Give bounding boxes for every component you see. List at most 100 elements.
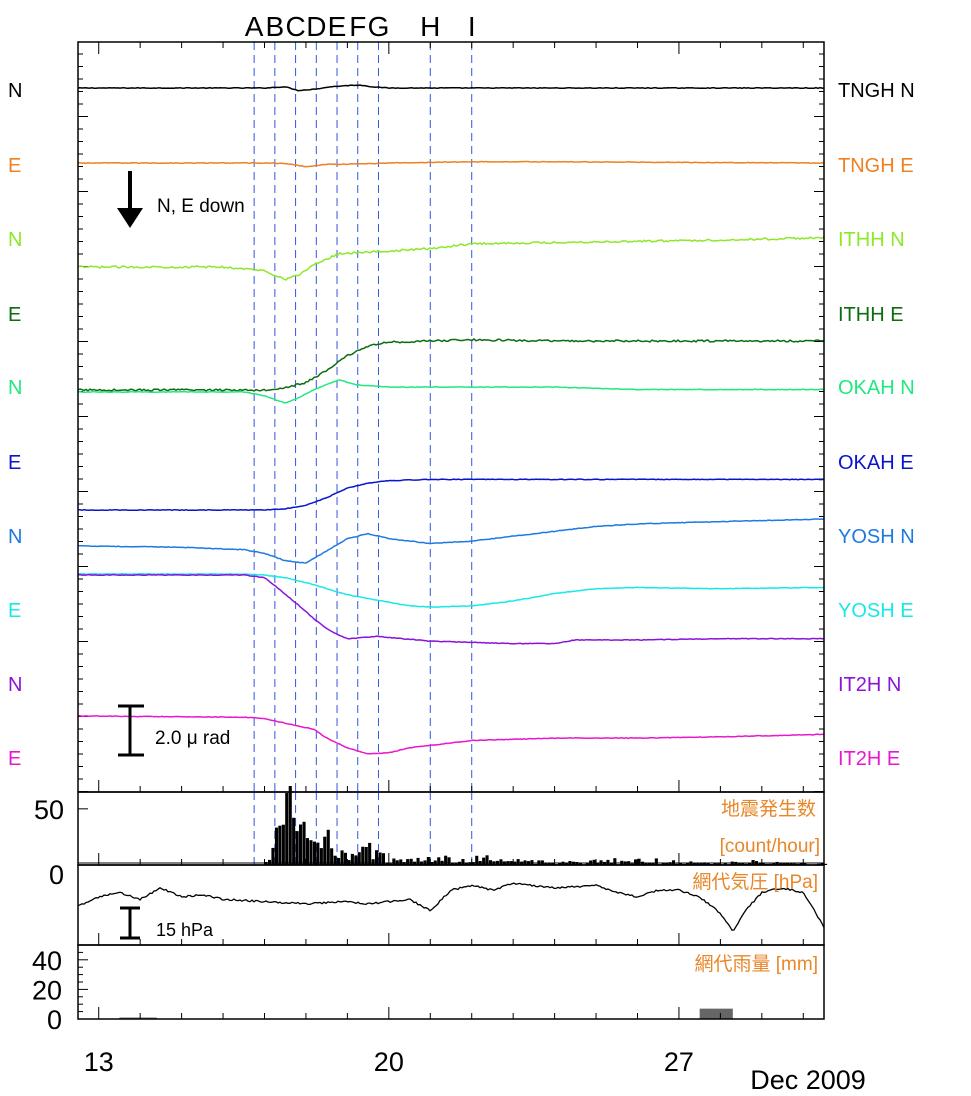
event-label-C: C — [285, 11, 305, 42]
seismicity-bar — [696, 863, 700, 865]
seismicity-bar — [285, 793, 289, 865]
seismicity-bar — [647, 862, 651, 865]
seismicity-bar — [516, 859, 520, 865]
seismicity-bar — [444, 855, 448, 865]
series-line-okah-e — [78, 478, 824, 512]
rain-bars — [119, 1008, 733, 1019]
seismicity-bar — [368, 842, 372, 865]
seismicity-bar — [299, 824, 303, 865]
tilt-panel-ticks — [78, 53, 824, 792]
seismicity-bar — [354, 855, 358, 865]
seismicity-bar — [748, 863, 752, 865]
seismicity-bar — [713, 863, 717, 865]
seismicity-bar — [385, 863, 389, 865]
seismicity-bar — [309, 840, 313, 865]
tilt-event-lines — [253, 42, 473, 792]
series-line-it2h-n — [78, 573, 824, 645]
seismicity-y-tick-label: 50 — [34, 795, 64, 825]
seismicity-bar — [343, 852, 347, 865]
pressure-title: 網代気圧 [hPa] — [692, 871, 818, 893]
seismicity-bar — [782, 863, 786, 865]
series-label-left-it2h-n: N — [8, 674, 22, 696]
seismicity-bar — [454, 862, 458, 865]
seismicity-bar — [565, 863, 569, 865]
pressure-line — [77, 882, 825, 931]
seismicity-bar — [416, 857, 420, 865]
seismicity-bar — [451, 863, 455, 865]
x-tick-label: 20 — [374, 1047, 404, 1077]
tilt-scale-bar — [118, 704, 144, 757]
seismicity-bar — [665, 862, 669, 865]
seismicity-unit: [count/hour] — [720, 836, 820, 857]
seismicity-bar — [758, 862, 762, 865]
seismicity-bar — [685, 863, 689, 865]
seismicity-bar — [292, 817, 296, 865]
seismicity-bar — [305, 838, 309, 865]
seismicity-bar — [274, 827, 278, 865]
rain-panel-frame — [77, 944, 825, 1020]
x-axis: 13 20 27 — [84, 42, 804, 1077]
series-label-okah-e: OKAH E — [838, 452, 914, 474]
seismicity-bar — [371, 859, 375, 865]
rain-y-tick-label: 20 — [32, 975, 62, 1005]
series-line-yosh-n — [78, 518, 824, 564]
seismicity-bar — [578, 863, 582, 865]
series-label-left-tngh-e: E — [8, 155, 21, 177]
tilt-series-labels-right: TNGH N TNGH E ITHH N ITHH E OKAH N OKAH E YOSH… — [838, 80, 915, 770]
seismicity-bar — [268, 859, 272, 865]
x-tick-label: 13 — [84, 1047, 114, 1077]
event-label-F: F — [349, 11, 366, 42]
tilt-scale-label: 2.0 μ rad — [155, 728, 230, 749]
seismicity-bar — [609, 862, 613, 865]
seismicity-bar — [723, 862, 727, 865]
seismicity-bar — [426, 857, 430, 865]
seismicity-bar — [468, 862, 472, 865]
seismicity-bar — [820, 862, 824, 865]
seismicity-bar — [551, 862, 555, 865]
series-label-yosh-e: YOSH E — [838, 600, 914, 622]
seismicity-bar — [786, 863, 790, 865]
series-line-tngh-e — [78, 160, 824, 168]
seismicity-bar — [772, 863, 776, 865]
seismicity-bar — [399, 859, 403, 865]
series-line-yosh-e — [78, 572, 824, 608]
seismicity-bar — [678, 863, 682, 865]
seismicity-bar — [585, 863, 589, 865]
seismicity-bar — [295, 831, 299, 865]
date-label: Dec 2009 — [750, 1065, 866, 1095]
seismicity-bar — [464, 862, 468, 865]
tilt-series-labels-left: N E N E N E N E N E — [8, 80, 22, 770]
seismicity-y-tick-label: 0 — [49, 860, 64, 890]
seismicity-bar — [357, 852, 361, 865]
event-label-G: G — [368, 11, 390, 42]
seismicity-bar — [761, 863, 765, 865]
series-label-ithh-e: ITHH E — [838, 304, 904, 326]
series-label-left-ithh-e: E — [8, 304, 21, 326]
seismicity-bar — [475, 855, 479, 865]
seismicity-bar — [547, 862, 551, 865]
seismicity-bar — [402, 862, 406, 865]
event-label-B: B — [266, 11, 285, 42]
seismicity-bar — [447, 857, 451, 865]
seismicity-bar — [482, 857, 486, 865]
seismicity-bar — [461, 859, 465, 865]
seismicity-bar — [741, 862, 745, 865]
seismicity-bar — [644, 862, 648, 865]
series-label-left-it2h-e: E — [8, 748, 21, 770]
series-label-left-yosh-n: N — [8, 526, 22, 548]
seismicity-bar — [340, 850, 344, 865]
seismicity-bar — [278, 825, 282, 865]
seismicity-bar — [271, 847, 275, 865]
seismicity-bar — [637, 858, 641, 865]
pressure-panel: 網代気圧 [hPa] 15 hPa — [77, 864, 825, 946]
seismicity-bar — [323, 836, 327, 865]
series-label-it2h-e: IT2H E — [838, 748, 900, 770]
seismicity-bar — [333, 855, 337, 865]
seismicity-y-ticks: 0 50 — [34, 795, 88, 890]
series-label-okah-n: OKAH N — [838, 377, 915, 399]
seismicity-bar — [596, 862, 600, 865]
rain-y-tick-label: 40 — [32, 946, 62, 976]
series-label-tngh-n: TNGH N — [838, 80, 915, 102]
